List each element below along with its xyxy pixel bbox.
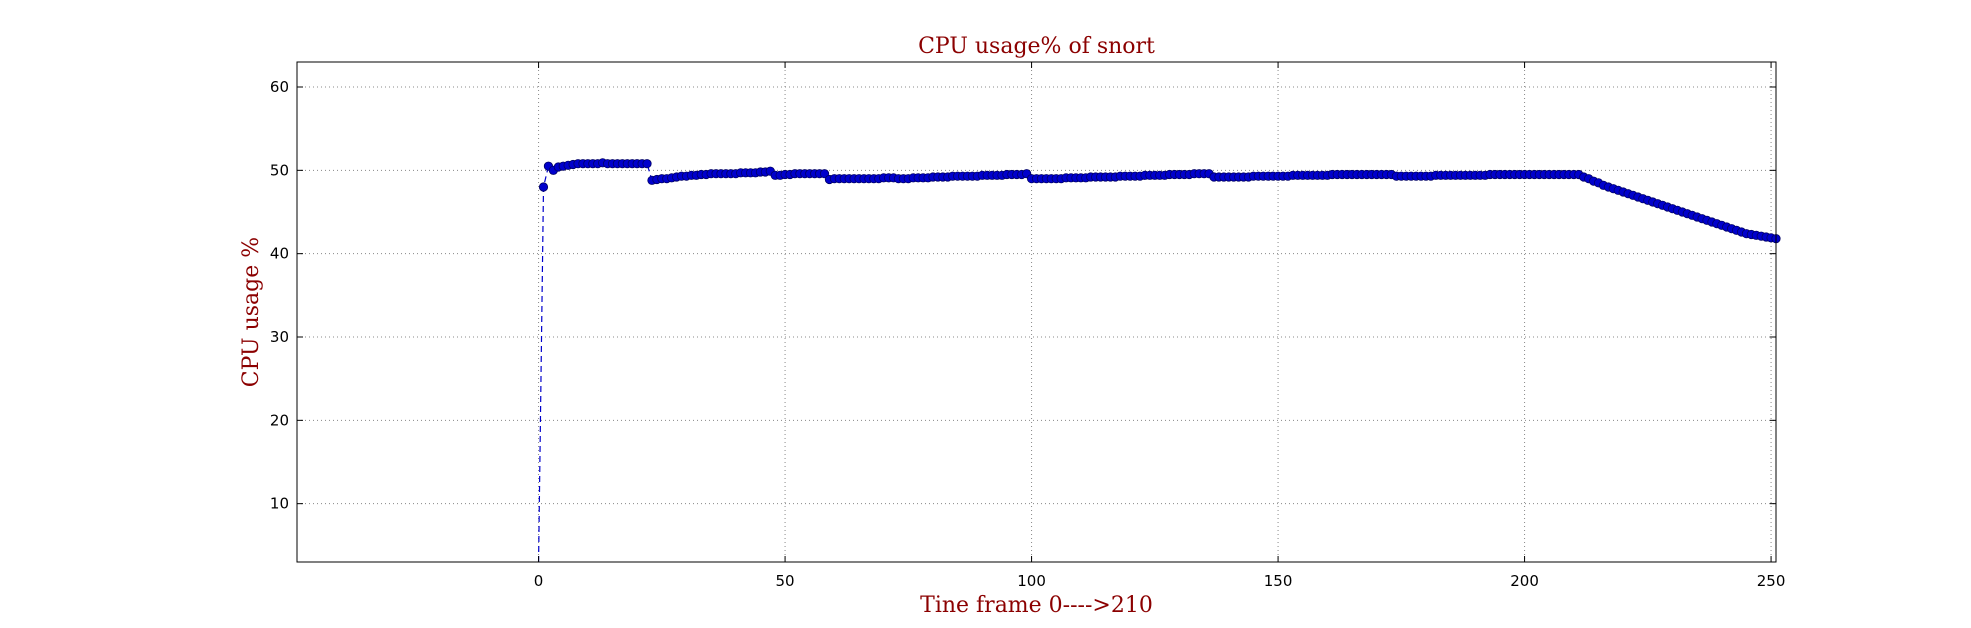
data-point (538, 182, 549, 192)
y-tick-label: 50 (270, 161, 289, 179)
x-tick-label: 150 (1264, 572, 1293, 590)
x-tick-label: 250 (1757, 572, 1786, 590)
x-tick-label: 0 (534, 572, 544, 590)
data-point (642, 159, 652, 169)
y-tick-label: 30 (270, 328, 289, 346)
y-axis-label: CPU usage % (239, 237, 264, 387)
data-point (819, 169, 830, 179)
plot-frame (296, 61, 1777, 563)
y-tick-label: 10 (270, 495, 289, 513)
x-tick-label: 50 (776, 572, 795, 590)
x-tick-label: 100 (1017, 572, 1046, 590)
chart-title: CPU usage% of snort (918, 34, 1155, 59)
x-axis-label: Tine frame 0---->210 (920, 593, 1153, 618)
tick-layer: 0 50 100 150 200 250 10 20 30 40 50 60 (270, 62, 1785, 590)
series-layer (537, 158, 1781, 563)
y-tick-label: 60 (270, 78, 289, 96)
y-tick-label: 40 (270, 245, 289, 263)
y-tick-label: 20 (270, 411, 289, 429)
x-tick-label: 200 (1510, 572, 1539, 590)
